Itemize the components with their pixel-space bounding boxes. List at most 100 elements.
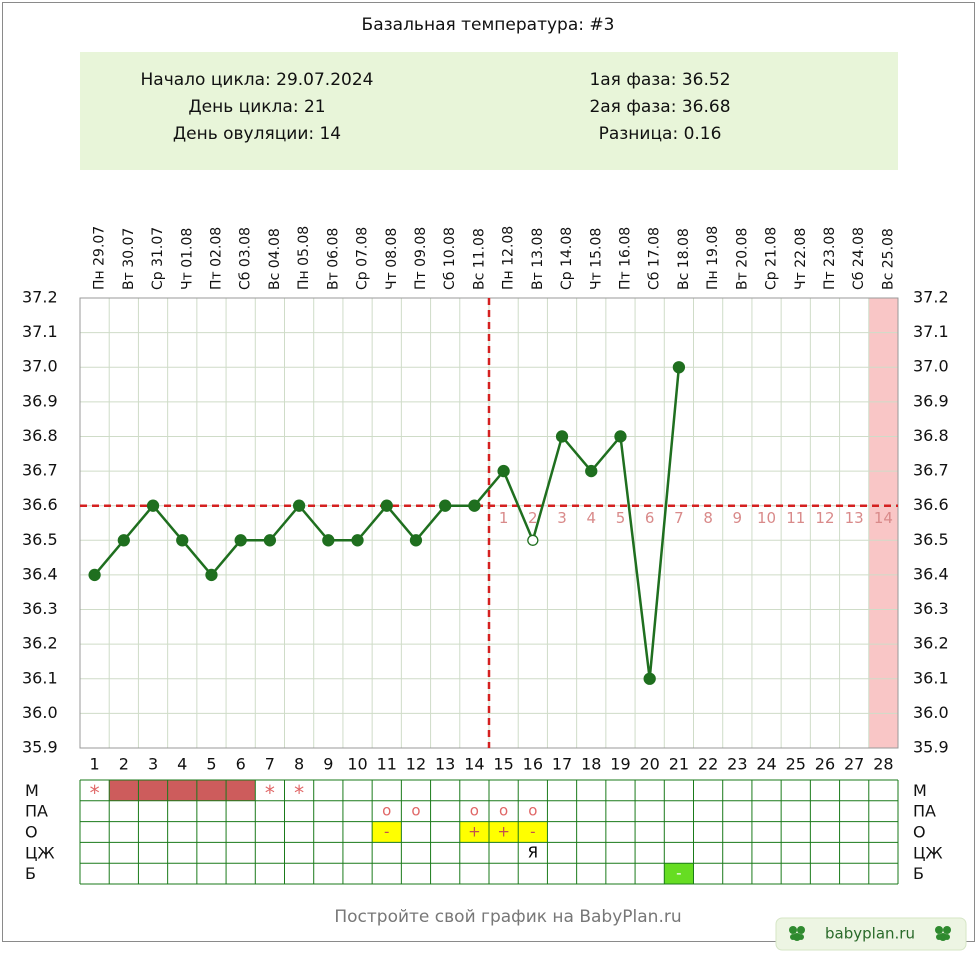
date-label: Чт 08.08: [384, 228, 400, 290]
temp-point: [555, 430, 569, 443]
cell-text: *: [90, 781, 100, 805]
date-label: Вт 30.07: [121, 228, 137, 290]
cell-text: o: [411, 802, 420, 820]
cell-text: -: [530, 823, 535, 841]
temp-point: [234, 534, 247, 547]
date: 10.08: [442, 227, 458, 267]
date-label: Пт 09.08: [413, 227, 429, 290]
x-tick-label: 11: [377, 755, 397, 774]
date: 14.08: [559, 227, 575, 267]
date: 19.08: [705, 226, 721, 266]
x-tick-label: 21: [669, 755, 689, 774]
weekday: Чт: [588, 272, 604, 290]
date: 05.08: [296, 226, 312, 266]
y-tick-label: 36.4: [913, 564, 949, 583]
date-label: Ср 21.08: [764, 227, 780, 290]
row-label: М: [913, 781, 927, 800]
weekday: Вс: [880, 273, 896, 290]
row-label: Б: [25, 864, 36, 883]
phase2-label: 12: [815, 509, 834, 527]
date: 15.08: [588, 228, 604, 268]
weekday: Ср: [355, 271, 371, 290]
date: 29.07: [92, 226, 108, 266]
date-label: Вт 20.08: [734, 228, 750, 290]
weekday: Чт: [384, 272, 400, 290]
x-tick-label: 8: [294, 755, 304, 774]
weekday: Чт: [793, 272, 809, 290]
y-tick-label: 36.5: [22, 530, 58, 549]
date: 22.08: [793, 228, 809, 268]
date: 03.08: [238, 227, 254, 267]
date-label: Вс 04.08: [267, 228, 283, 290]
phase2-label: 13: [845, 509, 864, 527]
badge-box[interactable]: [775, 917, 967, 951]
y-tick-label: 36.6: [913, 495, 949, 514]
x-tick-label: 16: [523, 755, 543, 774]
badge-text[interactable]: babyplan.ru: [825, 925, 915, 943]
date: 20.08: [734, 228, 750, 268]
y-tick-label: 36.5: [913, 530, 949, 549]
y-tick-label: 36.6: [22, 495, 58, 514]
info-text: Разница: 0.16: [599, 124, 722, 144]
row-label: М: [25, 781, 39, 800]
weekday: Вс: [471, 273, 487, 290]
x-tick-label: 27: [844, 755, 864, 774]
row-label: ПА: [913, 802, 936, 821]
y-tick-label: 36.0: [913, 703, 949, 722]
date: 09.08: [413, 227, 429, 267]
x-tick-label: 6: [236, 755, 246, 774]
y-tick-label: 36.3: [913, 599, 949, 618]
temp-point: [409, 534, 423, 547]
phase2-label: 11: [786, 509, 805, 527]
temp-point: [146, 499, 160, 512]
date: 12.08: [501, 226, 517, 266]
cell-text: +: [497, 823, 510, 841]
temp-point: [497, 464, 510, 478]
row-label: ЦЖ: [25, 843, 55, 862]
row-label: О: [913, 823, 926, 842]
weekday: Ср: [150, 271, 166, 290]
date-label: Сб 10.08: [442, 227, 458, 290]
info-box: [80, 52, 898, 170]
info-text: Начало цикла: 29.07.2024: [141, 70, 374, 90]
y-tick-label: 36.4: [22, 564, 58, 583]
phase2-label: 5: [616, 509, 626, 527]
phase2-label: 8: [703, 509, 713, 527]
date-label: Чт 15.08: [588, 228, 604, 290]
y-tick-label: 36.9: [22, 391, 58, 410]
date: 23.08: [822, 227, 838, 267]
weekday: Вс: [267, 273, 283, 290]
date-label: Вс 18.08: [676, 228, 692, 290]
date: 02.08: [208, 227, 224, 267]
phase2-label: 3: [557, 509, 567, 527]
cell-fill: [109, 780, 256, 801]
row-label: ЦЖ: [913, 843, 943, 862]
weekday: Вт: [734, 272, 750, 290]
date-label: Пт 23.08: [822, 227, 838, 290]
x-tick-label: 20: [639, 755, 659, 774]
y-tick-label: 36.7: [913, 461, 949, 480]
date-label: Пт 16.08: [617, 227, 633, 290]
footer: Постройте свой график на BabyPlan.ru: [334, 907, 681, 927]
x-tick-label: 1: [90, 755, 100, 774]
x-tick-label: 4: [177, 755, 187, 774]
date: 31.07: [150, 227, 166, 267]
weekday: Ср: [559, 271, 575, 290]
x-tick-label: 22: [698, 755, 718, 774]
weekday: Вт: [325, 272, 341, 290]
weekday: Сб: [442, 272, 458, 290]
temp-point: [205, 568, 218, 582]
temp-point: [527, 534, 539, 546]
info-text: 2ая фаза: 36.68: [589, 97, 730, 117]
weekday: Чт: [179, 272, 195, 290]
info-text: День овуляции: 14: [173, 124, 341, 144]
date: 13.08: [530, 228, 546, 268]
phase2-label: 4: [586, 509, 596, 527]
temp-point: [351, 534, 364, 547]
date-label: Пн 19.08: [705, 226, 721, 290]
phase2-label: 7: [674, 509, 684, 527]
y-tick-label: 36.2: [22, 634, 58, 653]
y-tick-label: 37.1: [913, 322, 949, 341]
date-label: Ср 14.08: [559, 227, 575, 290]
